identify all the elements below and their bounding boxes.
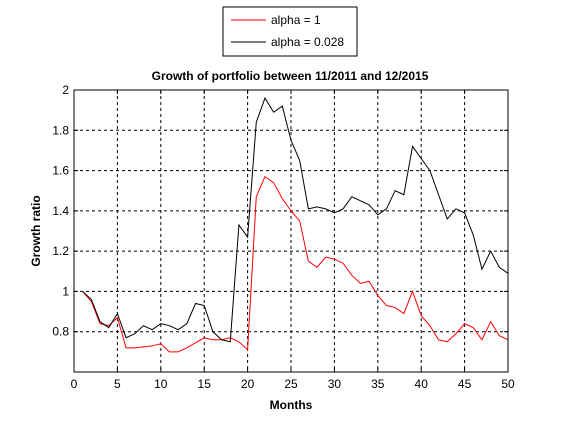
x-tick-label: 45 xyxy=(458,377,472,391)
x-tick-label: 0 xyxy=(71,377,78,391)
legend-label-series-2: alpha = 0.028 xyxy=(271,35,344,49)
x-tick-label: 35 xyxy=(371,377,385,391)
y-axis: 0.8 1 1.2 1.4 1.6 1.8 2 xyxy=(52,83,508,339)
x-tick-label: 20 xyxy=(241,377,255,391)
x-tick-label: 50 xyxy=(501,377,515,391)
y-axis-label: Growth ratio xyxy=(29,195,43,266)
y-tick-label: 1.2 xyxy=(52,244,69,258)
y-tick-label: 1 xyxy=(62,284,69,298)
legend-box xyxy=(222,6,358,57)
series-line-2 xyxy=(82,96,509,343)
series-line-1 xyxy=(82,175,509,353)
x-tick-label: 15 xyxy=(198,377,212,391)
plot-series xyxy=(82,96,509,353)
legend: alpha = 1 alpha = 0.028 xyxy=(222,6,358,57)
y-tick-label: 0.8 xyxy=(52,325,69,339)
plot-area-frame xyxy=(73,89,509,373)
x-tick-label: 25 xyxy=(284,377,298,391)
x-tick-label: 40 xyxy=(415,377,429,391)
x-axis: 0 5 10 15 20 25 30 35 40 45 50 xyxy=(71,90,515,391)
y-tick-label: 1.6 xyxy=(52,164,69,178)
x-tick-label: 5 xyxy=(114,377,121,391)
chart-title: Growth of portfolio between 11/2011 and … xyxy=(152,69,429,83)
legend-label-series-1: alpha = 1 xyxy=(271,13,321,27)
x-tick-label: 10 xyxy=(154,377,168,391)
y-tick-label: 2 xyxy=(62,83,69,97)
y-tick-label: 1.8 xyxy=(52,123,69,137)
y-tick-label: 1.4 xyxy=(52,204,69,218)
x-tick-label: 30 xyxy=(328,377,342,391)
x-axis-label: Months xyxy=(270,398,313,412)
